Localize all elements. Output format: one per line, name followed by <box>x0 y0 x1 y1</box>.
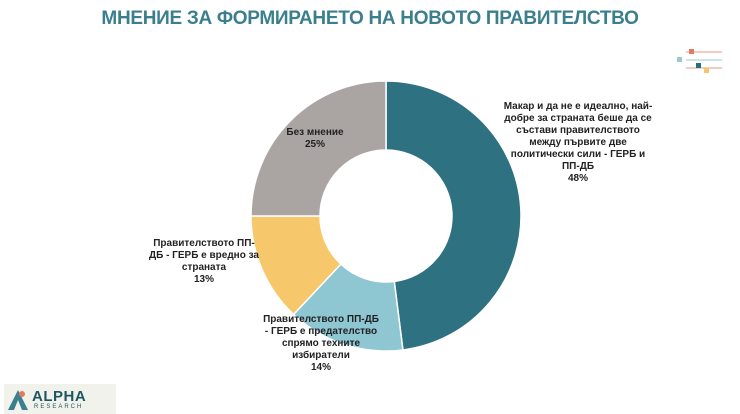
category-label: Правителството ПП-ДБ - ГЕРБ е вредно за … <box>148 238 259 273</box>
value-label: 13% <box>193 274 214 285</box>
data-label: Без мнение 25% <box>270 127 360 151</box>
data-label: Правителството ПП-ДБ - ГЕРБ е вредно за … <box>148 238 260 286</box>
category-label: Без мнение <box>286 127 344 138</box>
chart-title: МНЕНИЕ ЗА ФОРМИРАНЕТО НА НОВОТО ПРАВИТЕЛ… <box>101 8 639 29</box>
value-label: 25% <box>304 139 325 150</box>
logo-icon <box>8 390 28 410</box>
category-label: Макар и да не е идеално, най-добре за ст… <box>503 101 653 172</box>
donut-slice <box>250 80 387 217</box>
logo-name: ALPHA <box>32 388 87 405</box>
logo-subtitle: RESEARCH <box>34 404 84 410</box>
value-label: 14% <box>310 362 331 373</box>
value-label: 48% <box>567 173 588 184</box>
decoration <box>677 49 722 73</box>
data-label: Макар и да не е идеално, най-добре за ст… <box>503 101 653 185</box>
donut-slice <box>385 80 522 351</box>
logo: ALPHA RESEARCH <box>4 384 116 414</box>
data-label: Правителството ПП-ДБ - ГЕРБ е предателст… <box>262 314 380 374</box>
category-label: Правителството ПП-ДБ - ГЕРБ е предателст… <box>263 314 379 361</box>
